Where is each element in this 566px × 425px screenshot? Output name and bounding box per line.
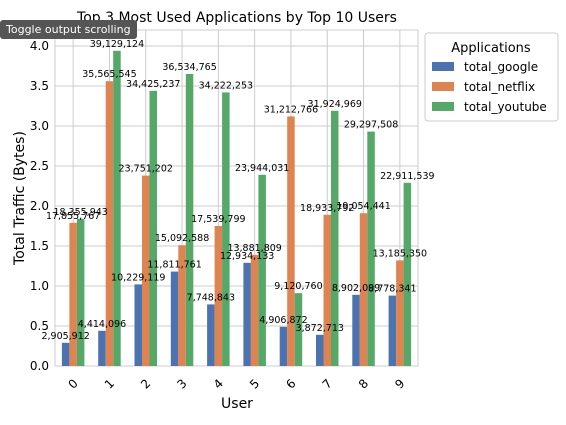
bar-value-label-netflix: 17,539,799: [191, 214, 245, 225]
bar-google: [243, 262, 251, 366]
y-tick-label: 2.0: [30, 199, 49, 213]
bar-google: [352, 294, 360, 366]
bar-value-label-youtube: 31,924,969: [308, 99, 362, 110]
bar-value-label-netflix: 19,054,441: [336, 201, 390, 212]
legend-swatch-google: [432, 62, 454, 71]
legend-swatch-youtube: [432, 102, 454, 111]
x-tick-label: 6: [283, 376, 298, 391]
bar-google: [134, 284, 142, 366]
bar-google: [279, 326, 288, 366]
bar-value-label-netflix: 15,092,588: [155, 233, 209, 244]
bar-value-label-google: 4,906,872: [259, 315, 307, 326]
bar-netflix: [214, 226, 223, 366]
bar-youtube: [294, 293, 303, 366]
x-axis-label: User: [221, 396, 253, 412]
toggle-output-scrolling-tooltip: Toggle output scrolling: [0, 20, 137, 39]
bar-youtube: [367, 131, 375, 366]
x-tick-label: 2: [138, 376, 153, 391]
bar-value-label-google: 8,902,099: [332, 283, 380, 294]
bar-value-label-netflix: 13,185,350: [373, 248, 427, 259]
x-tick-label: 4: [211, 376, 226, 391]
bar-value-label-google: 8,778,341: [368, 284, 416, 295]
bar-value-label-google: 10,229,119: [111, 272, 165, 283]
bar-value-label-youtube: 36,534,765: [162, 62, 216, 73]
bar-netflix: [396, 260, 404, 366]
bar-netflix: [142, 175, 150, 366]
bar-netflix: [105, 81, 114, 366]
bar-youtube: [258, 174, 266, 366]
bar-netflix: [250, 254, 259, 366]
bar-netflix: [287, 116, 295, 367]
bar-value-label-youtube: 34,425,237: [126, 79, 180, 90]
bar-netflix: [69, 222, 77, 366]
x-tick-label: 9: [392, 376, 407, 391]
y-tick-label: 4.0: [30, 39, 49, 53]
bar-value-label-google: 11,811,761: [147, 260, 201, 271]
bar-netflix: [323, 214, 331, 366]
chart-title: Top 3 Most Used Applications by Top 10 U…: [76, 10, 397, 26]
x-axis: 0 1 2 3 4 5 6 7 8 9: [65, 376, 407, 391]
bar-youtube: [331, 110, 339, 366]
bar-value-label-google: 7,748,843: [187, 292, 235, 303]
bar-youtube: [113, 50, 121, 367]
bar-google: [207, 304, 215, 366]
bar-value-label-google: 4,414,096: [78, 319, 126, 330]
y-tick-label: 0.0: [30, 359, 49, 373]
y-axis-label: Total Traffic (Bytes): [12, 131, 28, 266]
bar-value-label-netflix: 18,933,792: [300, 203, 354, 214]
y-tick-label: 3.5: [30, 79, 49, 93]
y-tick-label: 0.5: [30, 319, 49, 333]
bar-google: [388, 295, 397, 366]
bar-value-label-youtube: 39,129,124: [90, 39, 144, 50]
x-tick-label: 5: [247, 376, 262, 391]
legend-frame: [424, 32, 559, 122]
bar-netflix: [178, 245, 186, 366]
y-tick-label: 3.0: [30, 119, 49, 133]
bar-google: [98, 330, 106, 366]
bar-value-label-youtube: 34,222,253: [199, 80, 253, 91]
legend-swatch-netflix: [432, 82, 454, 91]
bar-youtube: [149, 90, 157, 367]
bar-youtube: [403, 182, 412, 366]
bar-value-label-netflix: 23,751,202: [119, 164, 173, 175]
bar-youtube: [76, 218, 85, 366]
bar-value-label-netflix: 13,881,809: [227, 243, 281, 254]
bar-youtube: [222, 92, 230, 367]
bar-value-label-youtube: 9,120,760: [274, 281, 322, 292]
bar-google: [316, 334, 324, 366]
bar-value-label-netflix: 17,855,767: [46, 211, 100, 222]
y-tick-label: 2.5: [30, 159, 49, 173]
bar-youtube: [185, 74, 194, 366]
legend: Applications total_google total_netflix …: [424, 32, 559, 122]
bar-value-label-google: 12,934,133: [220, 251, 274, 262]
x-tick-label: 3: [174, 376, 189, 391]
y-tick-label: 1.0: [30, 279, 49, 293]
legend-label-youtube: total_youtube: [464, 100, 547, 114]
x-tick-label: 8: [356, 376, 371, 391]
legend-label-netflix: total_netflix: [464, 80, 535, 94]
bar-value-label-netflix: 31,212,766: [264, 104, 318, 115]
bar-value-label-youtube: 18,355,943: [53, 207, 107, 218]
legend-title: Applications: [451, 41, 531, 56]
x-tick-label: 1: [102, 376, 117, 391]
bar-value-label-youtube: 23,944,031: [235, 163, 289, 174]
bars: [61, 50, 412, 367]
bar-value-label-youtube: 22,911,539: [380, 171, 434, 182]
bar-google: [61, 342, 70, 366]
bar-netflix: [359, 213, 368, 366]
x-tick-label: 0: [65, 376, 80, 391]
bar-value-label-youtube: 29,297,508: [344, 120, 398, 131]
y-tick-label: 1.5: [30, 239, 49, 253]
bar-value-label-google: 2,905,912: [41, 331, 89, 342]
bar-value-label-netflix: 35,565,545: [82, 69, 136, 80]
bar-google: [170, 271, 179, 366]
y-axis: 0.0 0.5 1.0 1.5 2.0 2.5 3.0 3.5 4.0: [30, 39, 49, 373]
bar-value-label-google: 3,872,713: [296, 323, 344, 334]
legend-label-google: total_google: [464, 60, 538, 74]
x-tick-label: 7: [320, 376, 335, 391]
